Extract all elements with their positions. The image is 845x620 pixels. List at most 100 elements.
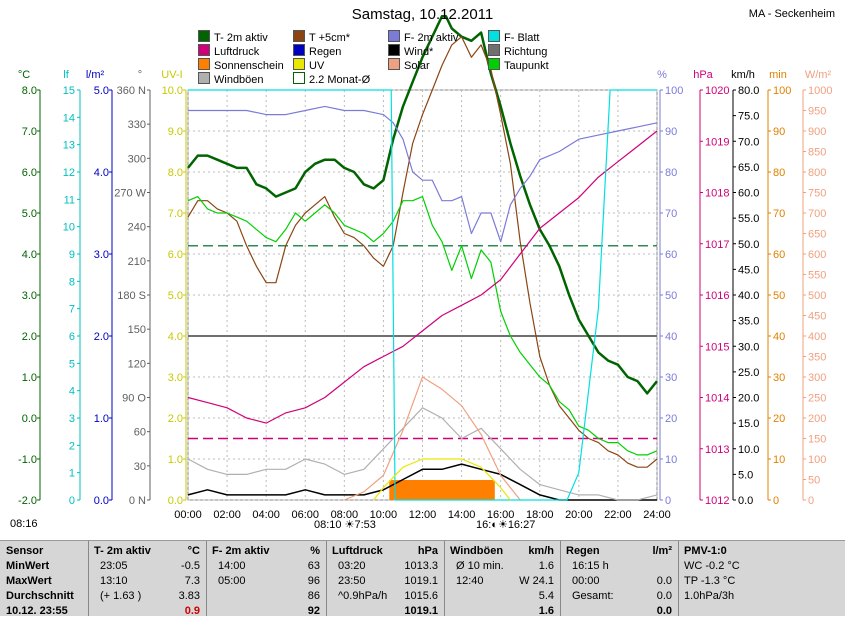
axis-tick-label-temp: 1.0 [22,372,37,384]
axis-tick-label-uv: 3.0 [168,372,183,384]
table-cell-label: TP -1.3 °C [684,575,736,587]
table-row: 1019.1 [332,605,438,620]
axis-tick-label-solar: 850 [808,147,826,159]
axis-tick-label-sunshine: 90 [773,126,785,138]
legend-item-7: Richtung [488,44,547,58]
legend-label: Taupunkt [504,60,549,72]
axis-tick-label-solar: 650 [808,229,826,241]
axis-tick-label-humidity: 60 [665,249,677,261]
table-cell-value: W 24.1 [519,575,554,587]
legend-swatch [488,44,500,56]
axis-tick-label-humidity_leaf: 13 [63,140,75,152]
table-column: Luftdruck hPa 03:20 1013.3 23:50 1019.1 ^0.9hP… [326,541,444,617]
table-cell-label: 00:00 [572,575,600,587]
series-line-windb-en [187,407,658,501]
axis-tick-label-solar: 300 [808,372,826,384]
axis-tick-label-humidity: 50 [665,290,677,302]
table-header: Luftdruck hPa [332,545,438,560]
axis-tick-label-wind: 0.0 [738,495,753,507]
table-cell-value: 1019.1 [404,575,438,587]
axis-tick-label-wind: 40.0 [738,290,759,302]
table-separator [88,541,89,616]
table-cell-label: Gesamt: [572,590,614,602]
table-cell-label: 23:50 [338,575,366,587]
legend: T- 2m aktiv T +5cm* F- 2m aktiv F- Blatt Luf… [198,30,598,86]
axis-title-sunshine: min [769,69,787,81]
table-row: TP -1.3 °C [684,575,789,590]
table-cell-value: 92 [307,605,320,617]
legend-item-6: Wind* [388,44,433,58]
axis-tick-label-rain: 0.0 [94,495,109,507]
table-cell-value: 3.83 [178,590,200,602]
axis-tick-label-humidity_leaf: 4 [69,386,75,398]
axis-tick-label-wind: 65.0 [738,162,759,174]
axis-tick-label-rain: 5.0 [94,85,109,97]
axis-tick-label-pressure: 1015 [705,341,729,353]
axis-tick-label-direction: 360 N [117,85,146,97]
axis-tick-label-wind: 20.0 [738,393,759,405]
table-cell-label: 13:10 [100,575,128,587]
table-cell-value: 1019.1 [404,605,438,617]
axis-title-uv: UV-I [161,69,182,81]
x-tick-label: 10:00 [370,509,398,521]
table-cell-label: MaxWert [6,575,52,587]
axis-tick-label-pressure: 1020 [705,85,729,97]
table-row: 14:00 63 [212,560,320,575]
table-cell-label: 23:05 [100,560,128,572]
table-cell-label: 05:00 [218,575,246,587]
axis-tick-label-humidity_leaf: 8 [69,276,75,288]
legend-swatch [293,58,305,70]
x-tick-label: 08:00 [331,509,359,521]
axis-tick-label-temp: 2.0 [22,331,37,343]
legend-label: T- 2m aktiv [214,32,268,44]
legend-item-10: Solar [388,58,430,72]
axis-tick-label-direction: 90 O [122,393,146,405]
station-name: MA - Seckenheim [748,8,835,20]
axis-tick-label-wind: 45.0 [738,264,759,276]
table-header-label: PMV-1:0 [684,545,727,557]
axis-tick-label-temp: -2.0 [18,495,37,507]
legend-item-4: Luftdruck [198,44,259,58]
axis-tick-label-direction: 150 [128,324,146,336]
axis-tick-label-uv: 7.0 [168,208,183,220]
table-cell-label: Ø 10 min. [456,560,504,572]
table-header-unit: km/h [528,545,554,557]
axis-tick-label-humidity: 10 [665,454,677,466]
table-row: 1.0hPa/3h [684,590,789,605]
legend-label: Wind* [404,46,434,58]
axis-tick-label-direction: 120 [128,358,146,370]
table-separator [206,541,207,616]
axis-tick-label-pressure: 1012 [705,495,729,507]
table-row: 23:50 1019.1 [332,575,438,590]
table-cell-value: 7.3 [184,575,200,587]
table-row: 0.0 [566,605,672,620]
axis-tick-label-humidity_leaf: 3 [69,413,75,425]
axis-tick-label-humidity: 30 [665,372,677,384]
legend-label: Regen [309,46,342,58]
axis-tick-label-uv: 5.0 [168,290,183,302]
axis-tick-label-direction: 60 [134,427,146,439]
table-header: PMV-1:0 [684,545,789,560]
table-row: 16:15 h [566,560,672,575]
axis-tick-label-humidity_leaf: 14 [63,112,75,124]
axis-tick-label-solar: 0 [808,495,814,507]
x-tick-label: 16:00 [487,509,515,521]
axis-tick-label-rain: 4.0 [94,167,109,179]
table-row: 00:00 0.0 [566,575,672,590]
legend-item-12: Windböen [198,72,264,86]
axis-tick-label-wind: 55.0 [738,213,759,225]
table-cell-label: 16:15 h [572,560,609,572]
series-line-t-2m-aktiv [187,14,658,395]
legend-label: Sonnenschein [214,60,284,72]
axis-tick-label-direction: 30 [134,461,146,473]
axis-tick-label-wind: 5.0 [738,469,753,481]
legend-label: F- 2m aktiv [404,32,459,44]
series-line-solar [344,376,521,501]
table-cell-value: 86 [307,590,320,602]
table-row: WC -0.2 °C [684,560,789,575]
legend-swatch [293,72,305,84]
axis-tick-label-direction: 300 [128,153,146,165]
legend-label: UV [309,60,325,72]
table-separator [326,541,327,616]
axis-tick-label-pressure: 1013 [705,444,729,456]
